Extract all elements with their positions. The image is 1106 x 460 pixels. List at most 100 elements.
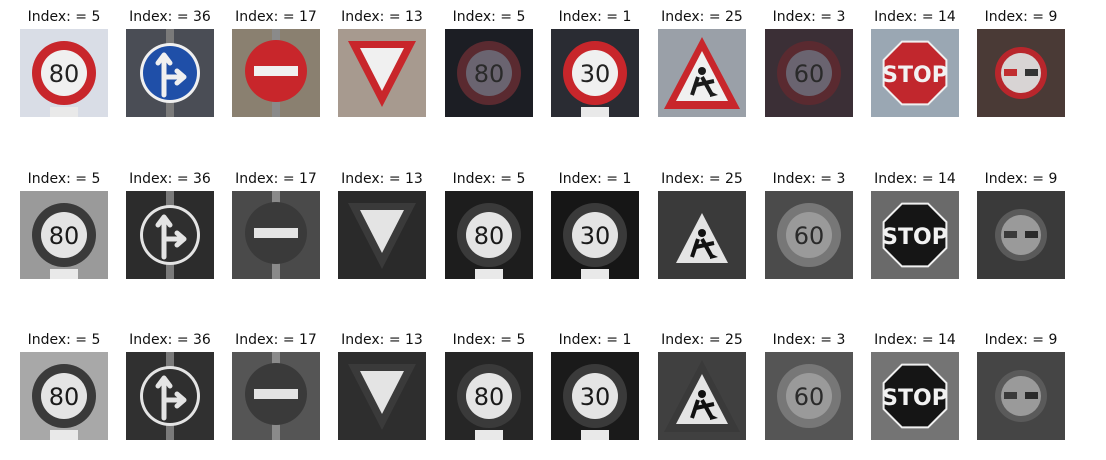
traffic-sign-image [977,191,1065,279]
image-cell: Index: = 17 [232,329,320,447]
no-overtake-sign-icon [995,47,1047,99]
traffic-sign-image [977,352,1065,440]
speed-dark-sign-icon: 60 [777,41,841,105]
no-overtake-sign-icon [995,370,1047,422]
sign-word: STOP [882,63,948,88]
speed-dark-sign-icon: 60 [777,203,841,267]
image-title: Index: = 14 [874,9,956,25]
image-title: Index: = 5 [27,9,101,25]
image-title: Index: = 9 [984,9,1058,25]
image-cell: Index: = 9 [977,329,1065,447]
image-title: Index: = 14 [874,171,956,187]
image-title: Index: = 36 [129,332,211,348]
sign-number: 80 [49,383,80,411]
speed-dark-sign-icon: 60 [777,364,841,428]
image-title: Index: = 1 [558,171,632,187]
image-cell: Index: = 5 80 [20,168,108,286]
yield-sign-icon [348,203,416,269]
traffic-sign-image: 80 [445,191,533,279]
image-title: Index: = 36 [129,9,211,25]
sign-number: 60 [794,222,825,250]
traffic-sign-image: STOP [871,29,959,117]
image-title: Index: = 1 [558,9,632,25]
image-title: Index: = 3 [772,171,846,187]
image-cell: Index: = 5 80 [20,329,108,447]
traffic-sign-image [658,29,746,117]
image-title: Index: = 9 [984,171,1058,187]
sign-word: STOP [882,386,948,411]
traffic-sign-image [658,191,746,279]
no-entry-sign-icon [245,352,307,440]
traffic-sign-image [977,29,1065,117]
traffic-sign-image: STOP [871,352,959,440]
traffic-sign-image [126,29,214,117]
no-overtake-sign-icon [995,209,1047,261]
image-cell: Index: = 1 30 [551,6,639,124]
stop-sign-icon: STOP [882,363,948,429]
image-cell: Index: = 5 80 [445,329,533,447]
traffic-sign-image: 80 [20,352,108,440]
traffic-sign-image: 80 [20,29,108,117]
image-title: Index: = 9 [984,332,1058,348]
image-title: Index: = 3 [772,9,846,25]
image-cell: Index: = 17 [232,6,320,124]
traffic-sign-image [338,352,426,440]
traffic-sign-image: 60 [765,191,853,279]
image-title: Index: = 5 [27,332,101,348]
traffic-sign-image [338,191,426,279]
traffic-sign-image [232,352,320,440]
sign-number: 30 [580,222,611,250]
sign-number: 30 [580,383,611,411]
traffic-sign-image [126,191,214,279]
image-cell: Index: = 3 60 [765,329,853,447]
speed-sign-icon: 80 [32,41,96,117]
blue-arrows-sign-icon [140,191,200,279]
yield-sign-icon [348,364,416,430]
image-cell: Index: = 17 [232,168,320,286]
traffic-sign-image [338,29,426,117]
image-cell: Index: = 25 [658,329,746,447]
image-cell: Index: = 13 [338,168,426,286]
speed-sign-icon: 80 [32,364,96,440]
traffic-sign-image: 30 [551,352,639,440]
speed-dark-sign-icon: 80 [457,41,521,105]
traffic-sign-image: 60 [765,29,853,117]
sign-number: 80 [474,222,505,250]
no-entry-sign-icon [245,191,307,279]
speed-sign-icon: 80 [457,364,521,440]
image-cell: Index: = 25 [658,168,746,286]
image-title: Index: = 13 [341,171,423,187]
roadwork-sign-icon [664,360,740,432]
image-title: Index: = 14 [874,332,956,348]
image-title: Index: = 5 [27,171,101,187]
image-title: Index: = 25 [661,9,743,25]
sign-number: 80 [49,60,80,88]
speed-sign-icon: 30 [563,364,627,440]
sign-number: 80 [474,383,505,411]
speed-sign-icon: 80 [32,203,96,279]
image-title: Index: = 13 [341,9,423,25]
image-cell: Index: = 9 [977,6,1065,124]
image-cell: Index: = 13 [338,329,426,447]
speed-sign-icon: 30 [563,41,627,117]
traffic-sign-image: 80 [445,29,533,117]
image-cell: Index: = 5 80 [445,6,533,124]
image-cell: Index: = 3 60 [765,168,853,286]
image-cell: Index: = 14 STOP [871,329,959,447]
stop-sign-icon: STOP [882,202,948,268]
traffic-sign-image: 30 [551,191,639,279]
image-cell: Index: = 14 STOP [871,168,959,286]
image-title: Index: = 17 [235,171,317,187]
sign-number: 60 [794,383,825,411]
image-cell: Index: = 1 30 [551,168,639,286]
image-title: Index: = 13 [341,332,423,348]
traffic-sign-image: 30 [551,29,639,117]
traffic-sign-image [126,352,214,440]
image-cell: Index: = 1 30 [551,329,639,447]
traffic-sign-image [232,29,320,117]
image-cell: Index: = 36 [126,329,214,447]
image-cell: Index: = 3 60 [765,6,853,124]
sign-number: 60 [794,60,825,88]
image-cell: Index: = 9 [977,168,1065,286]
image-cell: Index: = 25 [658,6,746,124]
